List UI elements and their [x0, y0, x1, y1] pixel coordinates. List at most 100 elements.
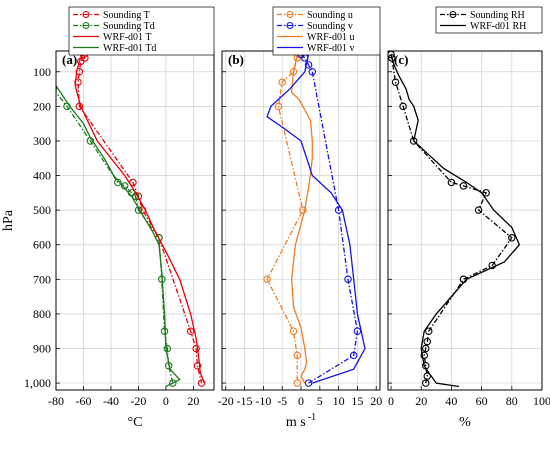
data-point — [293, 379, 301, 387]
data-point — [193, 362, 202, 370]
legend-marker — [449, 11, 457, 18]
series-line-wrf-d01-td — [56, 85, 181, 388]
series-line-wrf-d01-rh — [390, 54, 521, 388]
panel-label: (b) — [228, 52, 244, 67]
data-point — [114, 178, 122, 187]
series-line-wrf-d01-v — [266, 54, 366, 384]
y-tick-label: 100 — [33, 65, 51, 79]
plot-frame — [387, 50, 543, 391]
y-tick-label: 600 — [33, 238, 51, 252]
x-tick-label: -40 — [103, 394, 119, 408]
data-point — [474, 206, 483, 214]
y-tick-label: 500 — [33, 203, 51, 217]
data-point — [420, 351, 428, 360]
x-axis-label-exponent: -1 — [308, 412, 316, 423]
legend-entry: Sounding RH — [470, 10, 525, 21]
data-point — [482, 189, 490, 197]
x-axis-label: m s -1 — [286, 412, 316, 430]
legend-entry: WRF-d01 RH — [470, 21, 526, 32]
data-point — [391, 78, 400, 86]
panel-b: -20 -15 -10 -5 0 5 10 15 20 (b) Sounding uSounding… — [218, 6, 382, 430]
legend-entry: WRF-d01 T — [103, 32, 151, 43]
series-line-sounding-u — [266, 54, 304, 384]
legend-entry: WRF-d01 Td — [103, 43, 156, 54]
data-point — [304, 61, 313, 69]
x-tick-label: -5 — [277, 394, 287, 408]
y-tick-label: 300 — [33, 134, 51, 148]
data-point — [192, 344, 200, 353]
data-point — [425, 327, 433, 335]
data-point — [423, 337, 432, 346]
data-point — [388, 54, 396, 62]
data-point — [134, 192, 143, 201]
panel-a: -80 -60 -40 -20 0 20 100 200 300 400 500 600 700 800 9… — [1, 6, 215, 430]
legend-entry: WRF-d01 v — [307, 43, 355, 54]
y-tick-label: 800 — [33, 307, 51, 321]
x-tick-label: 60 — [476, 394, 488, 408]
x-tick-label: 100 — [533, 394, 550, 408]
data-point — [349, 351, 358, 360]
x-tick-label: -60 — [75, 394, 91, 408]
x-tick-label: 20 — [415, 394, 427, 408]
data-point — [299, 206, 307, 214]
x-tick-label: 5 — [317, 394, 323, 408]
data-point — [344, 275, 352, 284]
data-point — [304, 379, 313, 387]
x-tick-label: 80 — [506, 394, 518, 408]
x-tick-label: 0 — [298, 394, 304, 408]
panel-label: (c) — [394, 52, 408, 67]
x-tick-label: 0 — [388, 394, 394, 408]
x-tick-label: -20 — [218, 394, 234, 408]
data-point — [56, 86, 58, 92]
x-tick-label: -10 — [255, 394, 271, 408]
y-tick-label: 700 — [33, 272, 51, 286]
legend-marker — [82, 22, 90, 29]
data-point — [289, 327, 298, 335]
series-line-wrf-d01-t — [74, 54, 206, 384]
legend-entry: Sounding u — [307, 10, 353, 21]
x-axis-label: °C — [128, 415, 143, 430]
panel-label: (a) — [62, 52, 77, 67]
data-point — [399, 102, 407, 111]
y-tick-label: 900 — [33, 341, 51, 355]
data-point — [421, 379, 430, 387]
data-point — [423, 372, 432, 380]
legend-entry: WRF-d01 u — [307, 32, 355, 43]
x-tick-label: 20 — [187, 394, 199, 408]
legend-marker — [286, 22, 294, 29]
x-axis-label-text: °C — [128, 415, 143, 430]
series-line-sounding-rh — [390, 54, 513, 384]
series-line-sounding-t — [77, 54, 203, 384]
x-tick-label: 0 — [163, 394, 169, 408]
x-tick-label: -20 — [130, 394, 146, 408]
series-line-sounding-v — [300, 54, 359, 384]
y-tick-label: 200 — [33, 99, 51, 113]
x-tick-label: 40 — [445, 394, 457, 408]
data-point — [409, 137, 418, 145]
x-axis-label-text: m s — [286, 415, 306, 430]
y-tick-label: 400 — [33, 169, 51, 183]
x-tick-label: -15 — [237, 394, 253, 408]
data-point — [293, 351, 301, 360]
data-point — [197, 379, 206, 387]
legend-entry: Sounding Td — [103, 21, 155, 32]
legend-entry: Sounding v — [307, 21, 353, 32]
x-tick-label: 15 — [351, 394, 363, 408]
legend-marker — [82, 11, 90, 18]
data-point — [169, 379, 177, 387]
data-point — [459, 182, 468, 190]
legend-entry: Sounding T — [103, 10, 150, 21]
x-tick-label: 10 — [333, 394, 345, 408]
y-axis-label: hPa — [1, 209, 16, 231]
x-tick-label: 20 — [370, 394, 382, 408]
data-point — [263, 275, 271, 284]
legend-marker — [286, 11, 294, 18]
data-point — [308, 68, 317, 76]
data-point — [508, 234, 516, 242]
x-axis-label: % — [459, 415, 471, 430]
data-point — [186, 327, 195, 335]
x-axis-label-text: % — [459, 415, 471, 430]
data-point — [274, 102, 283, 111]
